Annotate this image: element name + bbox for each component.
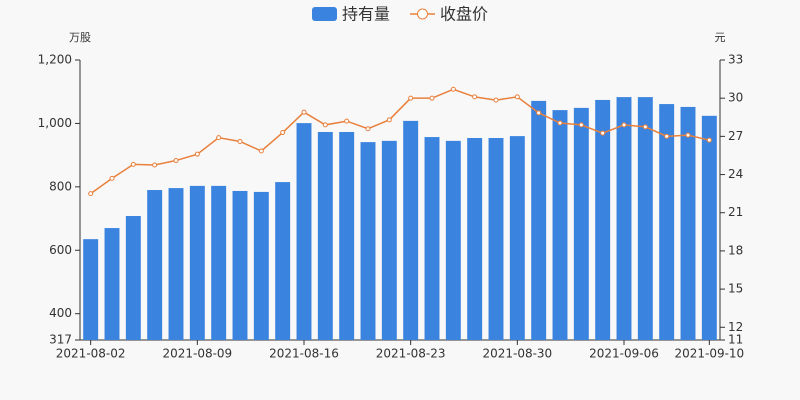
bar [659, 104, 675, 340]
y2-tick-label: 21 [728, 205, 743, 219]
price-point [706, 137, 712, 143]
bar [125, 216, 141, 340]
bar [531, 100, 547, 340]
x-tick-label: 2021-08-02 [56, 347, 126, 361]
bar [211, 185, 227, 340]
bar [360, 142, 376, 340]
x-tick-label: 2021-08-30 [482, 347, 552, 361]
price-point [322, 122, 328, 128]
bar [509, 136, 525, 340]
y2-tick-label: 24 [728, 167, 743, 181]
price-point [578, 122, 584, 128]
bar [467, 138, 483, 340]
y2-tick-label: 12 [728, 320, 743, 334]
bar [616, 97, 632, 340]
price-point [130, 161, 136, 167]
x-tick-label: 2021-08-23 [376, 347, 446, 361]
y-tick-label: 600 [49, 243, 72, 257]
bar [381, 140, 397, 340]
price-point [109, 175, 115, 181]
price-point [344, 118, 350, 124]
legend-swatch [417, 8, 428, 20]
price-point [152, 162, 158, 168]
bar [189, 185, 205, 340]
price-point [600, 130, 606, 136]
price-point [450, 86, 456, 92]
y2-tick-label: 15 [728, 282, 743, 296]
y-tick-label: 400 [49, 306, 72, 320]
price-point [642, 124, 648, 130]
x-tick-label: 2021-08-09 [162, 347, 232, 361]
bar [573, 107, 589, 340]
price-point [88, 191, 94, 197]
legend-label: 持有量 [342, 5, 390, 24]
price-point [472, 94, 478, 100]
bar [317, 131, 333, 340]
bar [424, 137, 440, 340]
price-point [194, 151, 200, 157]
bar [488, 138, 504, 340]
price-point [237, 138, 243, 144]
y-tick-label: 1,200 [38, 53, 72, 67]
bar [552, 110, 568, 340]
price-point [216, 135, 222, 141]
y2-tick-label: 30 [728, 91, 743, 105]
y2-tick-label: 27 [728, 129, 743, 143]
bar [595, 99, 611, 340]
bar [104, 228, 120, 340]
price-point [386, 117, 392, 123]
y2-tick-label: 11 [728, 333, 743, 347]
price-point [258, 148, 264, 154]
bar [403, 120, 419, 340]
x-tick-label: 2021-09-06 [589, 347, 659, 361]
bar [445, 140, 461, 340]
price-point [173, 158, 179, 164]
legend-swatch [312, 7, 337, 21]
price-point [685, 132, 691, 138]
price-point [557, 120, 563, 126]
x-tick-label: 2021-09-10 [674, 347, 744, 361]
bar [147, 190, 163, 340]
price-point [429, 95, 435, 101]
y2-tick-label: 33 [728, 53, 743, 67]
price-point [664, 133, 670, 139]
bar [680, 106, 696, 341]
y2-tick-label: 18 [728, 243, 743, 257]
bar [232, 190, 248, 340]
x-tick-label: 2021-08-16 [269, 347, 339, 361]
y-tick-label: 800 [49, 179, 72, 193]
y2-axis-unit: 元 [715, 31, 726, 44]
price-point [621, 122, 627, 128]
price-point [280, 130, 286, 136]
y-tick-label: 1,000 [38, 116, 72, 130]
price-point [514, 94, 520, 100]
price-line [90, 88, 710, 195]
bar [168, 188, 184, 340]
y-axis-unit: 万股 [69, 31, 91, 44]
price-point [493, 97, 499, 103]
bar [83, 239, 99, 340]
price-point [365, 126, 371, 132]
bar [339, 131, 355, 340]
price-point [301, 109, 307, 115]
bar [637, 97, 653, 340]
price-point [536, 110, 542, 116]
price-point [408, 95, 414, 101]
bar [253, 191, 269, 340]
bar [296, 123, 312, 340]
bar [701, 115, 717, 340]
y-tick-label: 317 [49, 333, 72, 347]
legend-label: 收盘价 [440, 5, 488, 24]
bar [275, 182, 291, 340]
